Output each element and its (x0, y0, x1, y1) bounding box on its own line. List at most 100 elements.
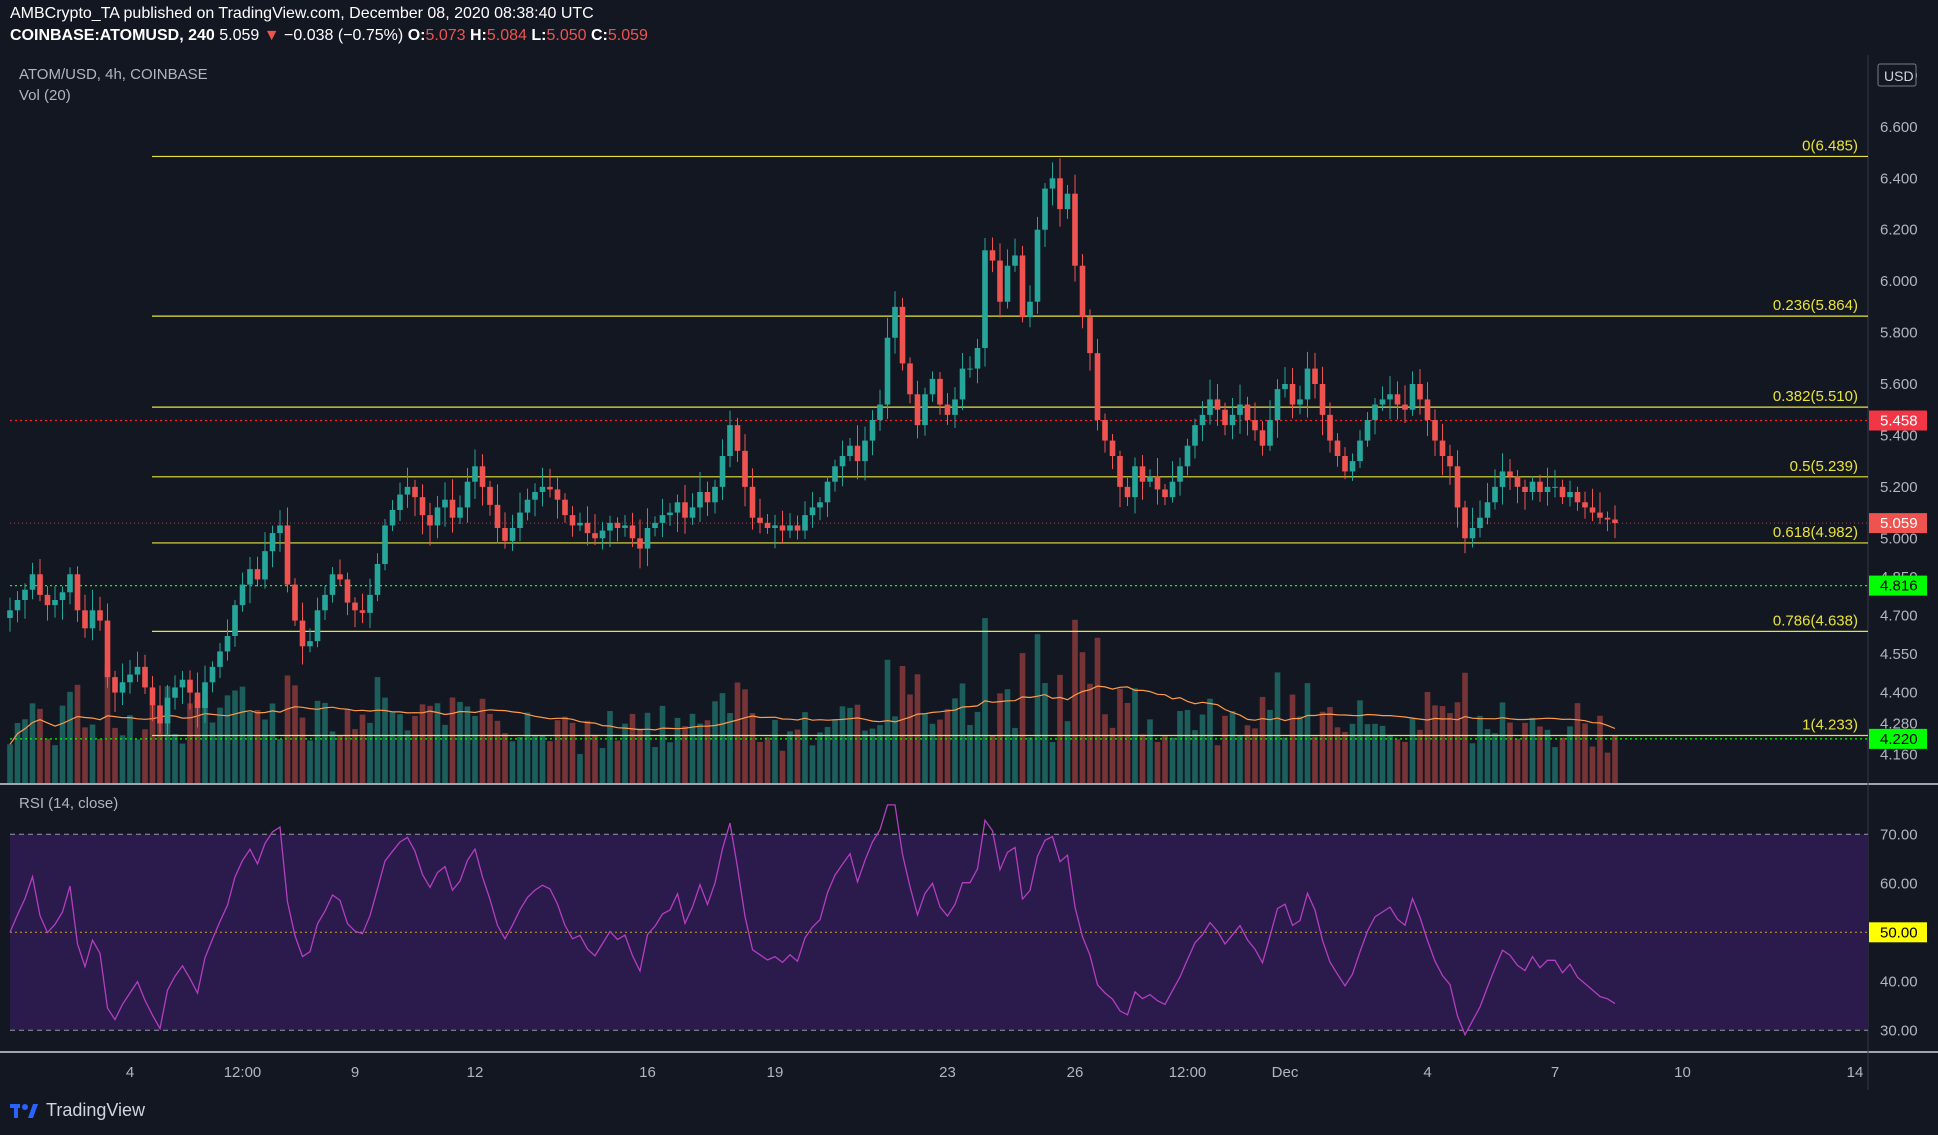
candle-body (1199, 414, 1206, 426)
volume-bar (1289, 694, 1296, 783)
volume-bar (884, 659, 891, 783)
candle-body (14, 600, 21, 611)
volume-bar (532, 735, 538, 783)
volume-bar (802, 712, 808, 783)
candle-body (1514, 476, 1521, 487)
candle-body (397, 494, 403, 510)
currency-box (1877, 63, 1917, 87)
volume-bar (1409, 718, 1416, 783)
price-tick-label: 4.160 (1880, 746, 1918, 763)
candle-body (1372, 404, 1378, 420)
time-tick-label: 7 (1551, 1064, 1559, 1081)
volume-bar (314, 700, 321, 783)
volume-bar (1364, 724, 1371, 783)
candle-body (1087, 317, 1093, 354)
candle-body (757, 517, 763, 523)
tradingview-logo[interactable]: TradingView (10, 1100, 145, 1121)
candle-body (1154, 476, 1161, 490)
volume-bar (1282, 737, 1288, 783)
volume-bar (674, 717, 681, 783)
price-level-tag (1869, 575, 1927, 596)
fib-level-label: 0.382(5.510) (1773, 388, 1858, 405)
volume-bar (382, 697, 388, 783)
candle-body (82, 610, 88, 629)
candle-body (359, 610, 366, 613)
volume-bar (187, 703, 193, 783)
volume-bar (1057, 674, 1063, 783)
candle-body (1462, 507, 1468, 539)
candle-body (1582, 502, 1588, 508)
volume-bar (952, 698, 958, 783)
volume-bar (224, 695, 231, 783)
price-tick-label: 5.600 (1880, 376, 1918, 393)
candle-body (479, 466, 486, 487)
volume-bar (1319, 711, 1326, 783)
volume-bar (659, 705, 666, 783)
candle-body (119, 682, 126, 693)
candle-body (1559, 486, 1566, 498)
volume-bar (479, 698, 486, 783)
close-value: 5.059 (607, 27, 648, 44)
candle-body (142, 666, 148, 688)
candle-body (1544, 486, 1551, 492)
price-tick-label: 5.800 (1880, 325, 1918, 342)
candle-body (44, 594, 51, 606)
candle-body (982, 250, 988, 348)
rsi-level-tag (1869, 922, 1927, 943)
candle-body (1537, 481, 1543, 492)
rsi-tick-label: 60.00 (1880, 875, 1918, 892)
price-tick-label: 6.400 (1880, 170, 1918, 187)
volume-bar (1544, 729, 1551, 783)
volume-bar (22, 719, 28, 783)
volume-bar (1147, 719, 1153, 783)
candle-body (749, 486, 756, 518)
volume-bar (989, 735, 996, 783)
volume-bar (1094, 637, 1101, 783)
candle-body (809, 507, 816, 516)
price-tick-label: 5.000 (1880, 530, 1918, 547)
low-value: 5.050 (546, 27, 587, 44)
candle-body (322, 594, 328, 611)
volume-bar (547, 741, 553, 783)
candle-body (1364, 420, 1371, 441)
volume-bar (37, 708, 43, 783)
candle-body (292, 584, 298, 621)
price-tick-label: 6.000 (1880, 273, 1918, 290)
candle-body (164, 697, 171, 724)
volume-bar (434, 703, 441, 783)
candle-body (899, 306, 906, 364)
candle-body (1079, 265, 1086, 318)
volume-bar (269, 703, 276, 783)
volume-bar (1214, 745, 1221, 783)
candle-body (794, 525, 801, 531)
price-tick-label: 4.550 (1880, 646, 1918, 663)
volume-bar (1529, 717, 1536, 783)
candle-body (412, 486, 418, 498)
volume-bar (1349, 723, 1356, 783)
volume-bar (1169, 737, 1176, 783)
candle-body (1274, 389, 1281, 420)
volume-bar (824, 726, 831, 783)
candle-body (179, 679, 186, 688)
volume-pane-label: Vol (20) (19, 87, 71, 104)
volume-bar (7, 744, 13, 783)
candle-body (1229, 414, 1236, 426)
candle-body (952, 399, 958, 415)
candle-body (1567, 492, 1573, 498)
close-label: C: (590, 27, 608, 44)
candle-body (959, 368, 966, 400)
candle-body (1282, 384, 1288, 390)
volume-bar (689, 713, 696, 783)
volume-bar (104, 664, 111, 783)
volume-bar (1064, 721, 1071, 783)
volume-bar (217, 707, 223, 783)
candle-body (1394, 394, 1401, 405)
candle-body (472, 466, 478, 482)
candle-body (517, 512, 523, 528)
candle-body (967, 368, 973, 370)
candle-body (1319, 384, 1326, 415)
rsi-band (10, 834, 1868, 1031)
candle-body (502, 528, 508, 541)
candle-body (1184, 445, 1191, 467)
